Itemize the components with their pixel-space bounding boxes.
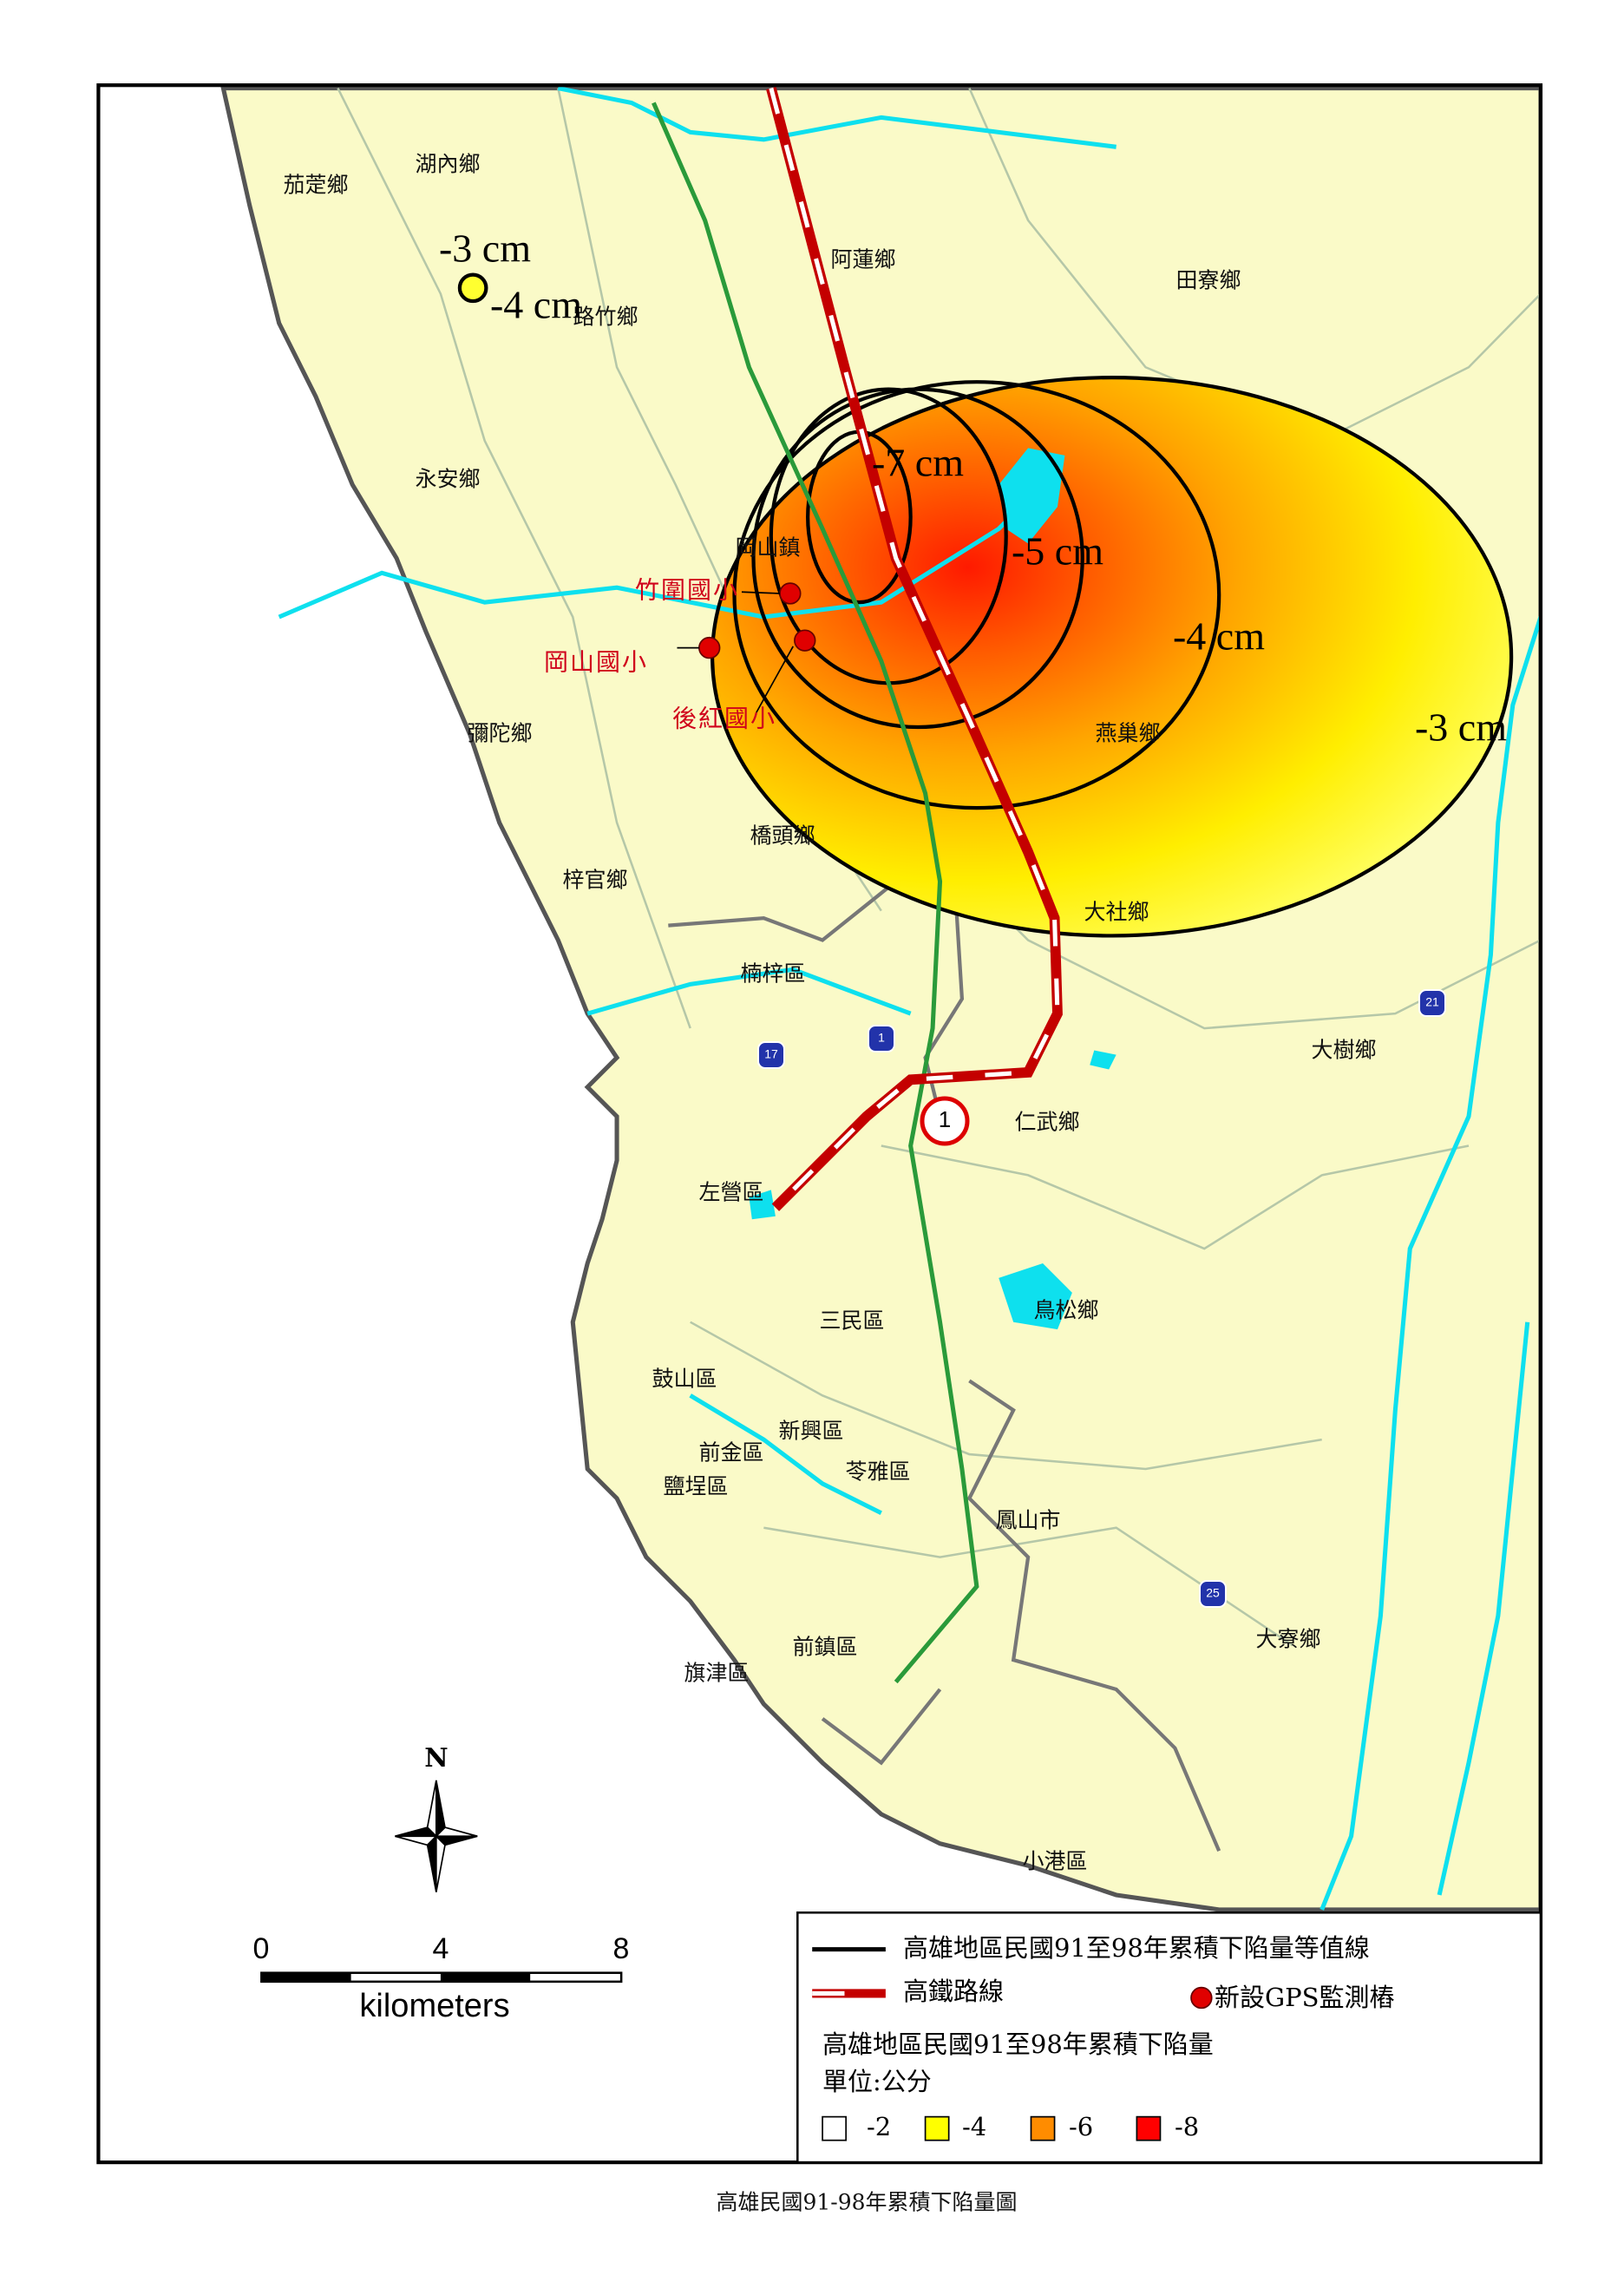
place-label: 茄萣鄉 (283, 173, 348, 198)
scale-bar (260, 1971, 623, 1984)
north-label: N (424, 1743, 448, 1774)
north-arrow (395, 1780, 478, 1892)
place-label: 苓雅區 (845, 1459, 910, 1485)
route-number: 1 (878, 1031, 885, 1045)
place-label: 小港區 (1022, 1849, 1087, 1874)
place-label: 前金區 (698, 1440, 763, 1466)
route-number: 21 (1425, 995, 1439, 1009)
route-shield (757, 1041, 785, 1069)
place-label: 梓官鄉 (562, 868, 627, 893)
place-label: 鳥松鄉 (1033, 1298, 1098, 1323)
place-label: 前鎮區 (792, 1635, 857, 1660)
scale-tick-label: 8 (613, 1932, 630, 1965)
route-shield (868, 1025, 895, 1052)
place-label: 岡山鎮 (735, 535, 800, 561)
place-label: 鳳山市 (995, 1508, 1060, 1533)
map-body (96, 83, 1543, 2165)
legend-text: 高鐵路線 (903, 1977, 1004, 2006)
caption: 高雄民國91-98年累積下陷量圖 (716, 2190, 1017, 2215)
contour-label: -4 cm (490, 283, 582, 327)
contour-label: -3 cm (439, 226, 531, 271)
contour-label: -7 cm (872, 441, 964, 485)
place-label: 田寮鄉 (1175, 268, 1241, 293)
contour-label: -5 cm (1012, 529, 1103, 574)
legend-box (796, 1911, 1542, 2164)
legend-class-label: -8 (1175, 2112, 1199, 2141)
gps-stations (677, 582, 816, 713)
contour-label: -4 cm (1173, 614, 1265, 659)
place-label: 三民區 (819, 1308, 884, 1334)
legend-class-label: -2 (867, 2112, 891, 2141)
place-label: 永安鄉 (415, 467, 480, 492)
legend-heading: 高雄地區民國91至98年累積下陷量 (822, 2029, 1214, 2059)
school-label: 竹圍國小 (635, 576, 739, 605)
route-number: 25 (1206, 1586, 1220, 1600)
place-label: 大社鄉 (1084, 900, 1149, 925)
place-label: 鼓山區 (652, 1367, 717, 1392)
place-label: 左營區 (698, 1180, 763, 1205)
scale-tick-label: 0 (253, 1932, 270, 1965)
high-speed-rail (766, 87, 1063, 1211)
route-number: 17 (764, 1047, 778, 1061)
school-label: 岡山國小 (544, 648, 648, 677)
place-label: 燕巢鄉 (1095, 721, 1160, 746)
legend-gps-dot (1190, 1986, 1213, 2010)
legend-unit: 單位:公分 (822, 2067, 932, 2096)
contour-label: -3 cm (1415, 705, 1507, 750)
legend-text: 新設GPS監測樁 (1215, 1983, 1395, 2012)
place-label: 路竹鄉 (573, 305, 638, 330)
route-shield (920, 1096, 970, 1146)
place-label: 湖內鄉 (415, 152, 480, 177)
legend-swatches (822, 2115, 1162, 2141)
contour-lines (457, 272, 1514, 938)
place-label: 大樹鄉 (1311, 1038, 1376, 1063)
legend-class-label: -6 (1069, 2112, 1093, 2141)
rivers (278, 86, 1541, 1911)
map-content (98, 85, 1541, 2163)
lakes (749, 448, 1116, 1330)
route-shield (1199, 1580, 1227, 1608)
route-shield (1418, 989, 1446, 1017)
place-label: 彌陀鄉 (467, 721, 532, 746)
place-label: 仁武鄉 (1014, 1110, 1079, 1135)
legend-class-label: -4 (962, 2112, 986, 2141)
legend-text: 高雄地區民國91至98年累積下陷量等值線 (903, 1933, 1370, 1963)
school-label: 後紅國小 (672, 705, 776, 733)
highway (652, 102, 979, 1684)
place-label: 橋頭鄉 (750, 823, 815, 849)
scale-unit: kilometers (359, 1988, 509, 2024)
route-number: 1 (939, 1106, 951, 1132)
place-label: 楠梓區 (740, 961, 805, 987)
scale-tick-label: 4 (433, 1932, 449, 1965)
place-label: 鹽埕區 (663, 1474, 728, 1499)
subsidence-area (712, 377, 1512, 936)
place-label: 阿蓮鄉 (830, 247, 895, 272)
place-label: 旗津區 (684, 1661, 749, 1686)
place-label: 新興區 (778, 1419, 843, 1444)
place-label: 大寮鄉 (1255, 1627, 1320, 1652)
